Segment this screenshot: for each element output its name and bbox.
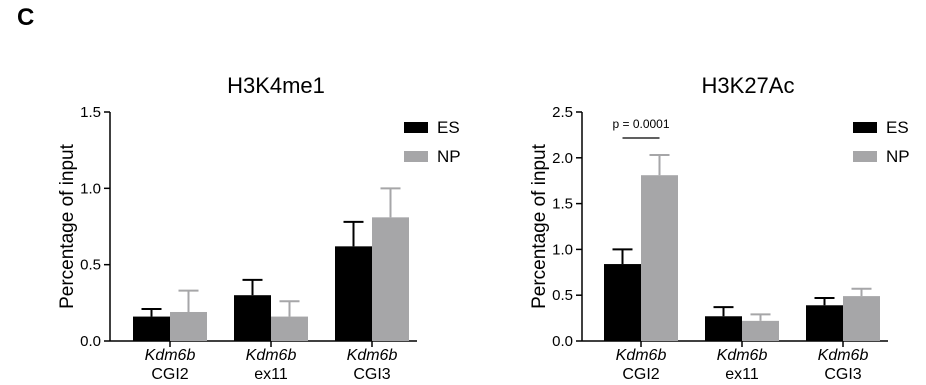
- bar-es: [705, 316, 742, 341]
- legend-swatch-np: [404, 151, 428, 162]
- panel-label: C: [17, 4, 35, 31]
- chart-title: H3K27Ac: [702, 73, 795, 98]
- chart-h3k27ac: H3K27Ac Percentage of input 0.0 0.5 1.0 1.5 2.…: [529, 73, 910, 383]
- x-tick-label-region: CGI2: [622, 366, 659, 383]
- x-tick-label-gene: Kdm6b: [347, 347, 398, 364]
- bar-es: [133, 316, 170, 341]
- bar-es: [335, 246, 372, 341]
- y-axis-label: Percentage of input: [529, 143, 550, 309]
- bar-np: [170, 311, 207, 341]
- bar-np: [742, 320, 779, 341]
- y-tick-label: 2.5: [552, 104, 573, 121]
- bar-es: [234, 295, 271, 341]
- y-tick-label: 1.0: [552, 241, 573, 258]
- y-tick-label: 1.5: [552, 196, 573, 213]
- bar-np: [843, 296, 880, 341]
- x-tick-label-region: CGI2: [151, 366, 188, 383]
- x-tick-label-region: ex11: [725, 366, 759, 383]
- chart-title: H3K4me1: [227, 73, 325, 98]
- y-tick-label: 0.0: [552, 333, 573, 350]
- bar-np: [271, 316, 308, 341]
- x-tick-label-gene: Kdm6b: [818, 347, 869, 364]
- y-tick-label: 0.5: [552, 287, 573, 304]
- x-tick-label-gene: Kdm6b: [717, 347, 768, 364]
- y-tick-label: 1.5: [80, 104, 101, 121]
- bar-np: [372, 217, 409, 341]
- y-axis-label: Percentage of input: [57, 143, 78, 309]
- legend-label-np: NP: [437, 147, 461, 166]
- bar-np: [641, 175, 678, 341]
- legend-label-es: ES: [437, 118, 460, 137]
- x-tick-label-gene: Kdm6b: [145, 347, 196, 364]
- bar-es: [806, 305, 843, 341]
- legend-label-np: NP: [886, 147, 910, 166]
- bar-es: [604, 264, 641, 341]
- y-tick-label: 1.0: [80, 180, 101, 197]
- y-tick-label: 2.0: [552, 150, 573, 167]
- legend-swatch-es: [404, 122, 428, 133]
- significance-label: p = 0.0001: [612, 117, 669, 131]
- x-tick-label-region: CGI3: [353, 366, 390, 383]
- x-tick-label-region: CGI3: [824, 366, 861, 383]
- legend-swatch-np: [853, 151, 877, 162]
- x-tick-label-gene: Kdm6b: [246, 347, 297, 364]
- y-tick-label: 0.5: [80, 257, 101, 274]
- legend-label-es: ES: [886, 118, 909, 137]
- x-tick-label-gene: Kdm6b: [616, 347, 667, 364]
- legend-swatch-es: [853, 122, 877, 133]
- y-tick-label: 0.0: [80, 333, 101, 350]
- x-tick-label-region: ex11: [254, 366, 288, 383]
- chart-h3k4me1: H3K4me1 Percentage of input 0.0 0.5 1.0 1.5 Kd…: [57, 73, 461, 383]
